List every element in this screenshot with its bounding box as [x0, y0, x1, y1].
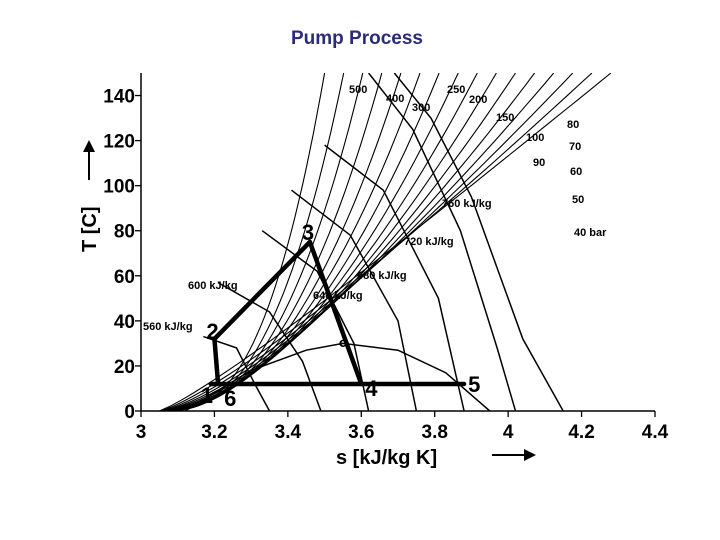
isobar-label: 300 — [412, 102, 430, 114]
y-axis-title: T [C] — [79, 206, 101, 252]
y-tick-label: 140 — [103, 87, 135, 108]
isobar-curve — [160, 73, 593, 411]
isenthalp-curve — [368, 73, 517, 411]
y-tick-label: 60 — [114, 267, 135, 288]
isobar-label: 50 — [572, 194, 584, 206]
state-point-label: 1 — [201, 383, 213, 408]
cycle-segment — [212, 336, 221, 387]
isenthalp-curve — [203, 335, 271, 411]
y-tick-label: 0 — [124, 402, 135, 423]
state-point-label: 6 — [224, 386, 236, 411]
isobar-curve — [161, 73, 574, 411]
isobar-labels: 500 400 300 250 200 150 100 90 80 70 60 … — [349, 84, 607, 239]
isenthalp-labels: 760 kJ/kg 720 kJ/kg 680 kJ/kg 640 kJ/kg … — [143, 198, 492, 333]
y-axis-arrow-icon — [83, 140, 95, 180]
x-tick-label: 3 — [136, 422, 147, 443]
y-ticks: 0 20 40 60 80 100 120 140 — [103, 87, 141, 423]
isobar-label: 500 — [349, 84, 367, 96]
isenthalp-label: 680 kJ/kg — [357, 270, 407, 282]
isobar-label: 100 — [526, 132, 544, 144]
y-tick-label: 80 — [114, 222, 135, 243]
isenthalp-curve — [324, 144, 465, 411]
isobar-curve — [159, 73, 612, 411]
isenthalp-label: 720 kJ/kg — [404, 236, 454, 248]
state-point-labels: 1 2 3 4 5 6 — [201, 220, 481, 411]
saturation-dome — [184, 342, 491, 411]
isenthalp-label: 760 kJ/kg — [442, 198, 492, 210]
isobar-curve — [164, 73, 516, 411]
isenthalp-label: 640 kJ/kg — [313, 290, 363, 302]
isobar-curve — [169, 73, 421, 411]
isobar-label: 200 — [469, 94, 487, 106]
x-tick-label: 3.2 — [201, 422, 227, 443]
x-axis-arrow-icon — [492, 449, 536, 461]
x-tick-label: 3.4 — [275, 422, 302, 443]
cycle-segment — [307, 239, 364, 387]
cycle-path — [208, 239, 467, 387]
isobar-label: 80 — [567, 119, 579, 131]
isenthalp-curve — [393, 73, 564, 411]
isobar-curve — [170, 73, 402, 411]
isobar-curve — [167, 73, 459, 411]
critical-point-label: C — [340, 338, 347, 348]
isenthalp-label: 560 kJ/kg — [143, 321, 193, 333]
isobar-curves — [159, 73, 612, 411]
y-tick-label: 120 — [103, 132, 135, 153]
y-tick-label: 20 — [114, 357, 135, 378]
slide-title: Pump Process — [291, 28, 423, 49]
isobar-label: 90 — [533, 157, 545, 169]
state-point-label: 2 — [206, 319, 218, 344]
x-tick-label: 3.6 — [348, 422, 374, 443]
cycle-segment — [212, 239, 313, 342]
state-point-label: 4 — [365, 376, 378, 401]
y-tick-label: 40 — [114, 312, 135, 333]
state-point-label: 3 — [302, 220, 314, 245]
x-tick-label: 4 — [503, 422, 514, 443]
x-ticks: 3 3.2 3.4 3.6 3.8 4 4.2 4.4 — [136, 411, 669, 443]
x-axis-title: s [kJ/kg K] — [336, 447, 437, 469]
isobar-label: 250 — [447, 84, 465, 96]
isobar-label: 60 — [570, 166, 582, 178]
isobar-label: 70 — [569, 141, 581, 153]
isenthalp-label: 600 kJ/kg — [188, 280, 238, 292]
y-tick-label: 100 — [103, 177, 135, 198]
isobar-curve — [163, 73, 536, 411]
isobar-label: 150 — [496, 112, 514, 124]
isobar-label: 400 — [386, 93, 404, 105]
x-tick-label: 4.2 — [568, 422, 594, 443]
isobar-curve — [168, 73, 440, 411]
x-tick-label: 3.8 — [422, 422, 448, 443]
state-point-label: 5 — [468, 372, 480, 397]
isenthalp-curve — [291, 189, 418, 411]
isenthalp-curves — [203, 73, 564, 411]
isobar-curve — [173, 73, 345, 411]
isobar-label: 40 bar — [574, 227, 607, 239]
x-tick-label: 4.4 — [642, 422, 669, 443]
